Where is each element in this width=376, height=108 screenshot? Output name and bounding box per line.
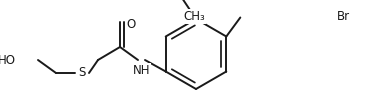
Text: CH₃: CH₃ [183, 10, 205, 23]
Text: S: S [78, 67, 86, 79]
Text: NH: NH [133, 64, 151, 77]
Text: Br: Br [337, 10, 350, 23]
Text: O: O [126, 17, 135, 30]
Text: HO: HO [0, 53, 16, 67]
